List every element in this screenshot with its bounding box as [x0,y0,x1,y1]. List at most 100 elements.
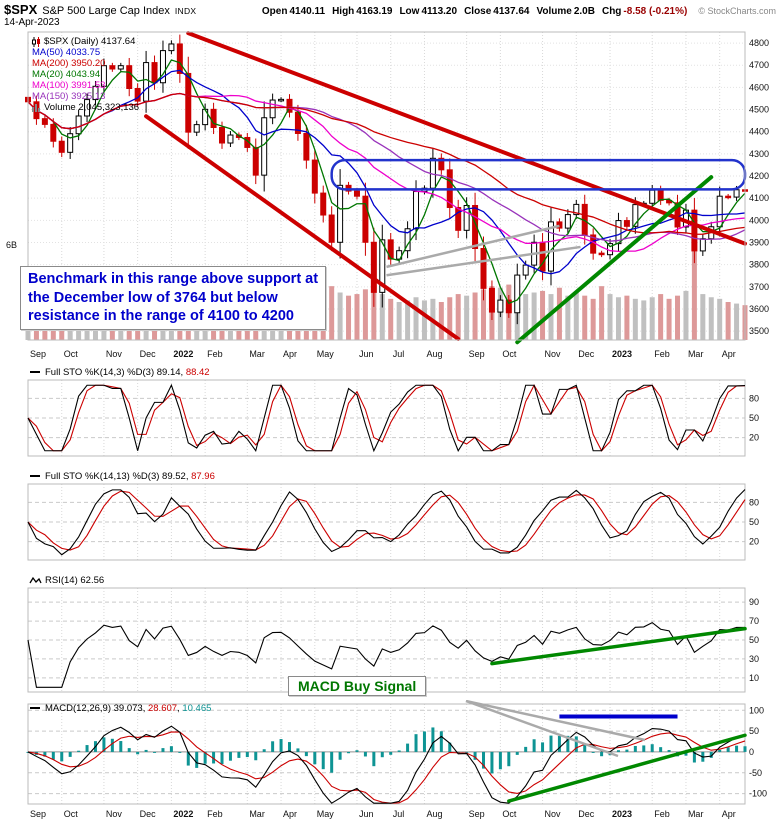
svg-text:4300: 4300 [749,149,769,159]
svg-text:Aug: Aug [426,349,442,359]
plot-border [27,31,746,341]
legend-ma-row: MA(20) 4043.94 [32,69,101,80]
price-axis-labels: 4800 4700 4600 4500 4400 4300 4200 4100 4000 3900… [749,38,769,336]
svg-text:Full STO %K(14,3) %D(3) 89.14,: Full STO %K(14,3) %D(3) 89.14, 88.42 [45,367,210,378]
stochastic-slow-panel: 80 50 20 Full STO %K(14,13) %D(3) 89.52, 87… [27,471,759,561]
svg-text:Full STO %K(14,13) %D(3) 89.52: Full STO %K(14,13) %D(3) 89.52, 87.96 [45,471,215,482]
svg-text:90: 90 [749,597,759,607]
panel-legend: RSI(14) 62.56 [29,575,104,586]
svg-text:4800: 4800 [749,38,769,48]
copyright-label: © StockCharts.com [698,6,776,16]
quote-item: Open 4140.11 [261,6,326,17]
svg-text:MACD(12,26,9) 39.073, 28.607,: MACD(12,26,9) 39.073, 28.607, 10.465 [45,703,211,714]
svg-text:50: 50 [749,517,759,527]
svg-text:Oct: Oct [64,349,79,359]
svg-text:Dec: Dec [578,809,595,819]
quote-item: High 4163.19 [332,6,393,17]
legend-symbol-row: $SPX (Daily) 4137.64 [32,36,139,47]
svg-text:2023: 2023 [612,809,632,819]
macd-callout-lines [465,700,646,758]
upper-downtrend-channel [186,31,747,246]
svg-text:RSI(14) 62.56: RSI(14) 62.56 [45,575,104,586]
svg-text:May: May [317,349,335,359]
macd-buy-signal-annotation: MACD Buy Signal [288,676,427,696]
moving-average-lines [27,59,746,304]
panel-border [27,703,746,805]
svg-text:Jul: Jul [393,349,405,359]
svg-text:-100: -100 [749,789,767,799]
panel-legend: Full STO %K(14,13) %D(3) 89.52, 87.96 [30,471,215,482]
svg-text:Feb: Feb [654,349,670,359]
volume-bars-icon [32,104,40,112]
quote-item: Volume 2.0B [536,6,595,17]
sto-d-line [27,490,746,553]
svg-text:Oct: Oct [502,349,517,359]
month-gridlines [27,484,721,560]
svg-text:Sep: Sep [30,809,46,819]
uptrend-from-october-low [515,175,714,345]
svg-text:80: 80 [749,393,759,403]
svg-text:Oct: Oct [502,809,517,819]
x-axis-labels-top: Sep Oct Nov Dec 2022 Feb Mar Apr May Jun Jul Aug Sep… [30,349,736,359]
quote-item: Chg -8.58 (-0.21%) [601,6,688,17]
svg-text:Sep: Sep [469,809,485,819]
svg-text:Jul: Jul [393,809,405,819]
svg-text:Apr: Apr [283,349,297,359]
svg-text:4700: 4700 [749,60,769,70]
svg-text:20: 20 [749,537,759,547]
rsi-uptrend-line [490,626,747,666]
svg-text:Apr: Apr [722,349,736,359]
panel-threshold-lines: 80 50 20 [28,497,759,547]
svg-text:-50: -50 [749,768,762,778]
svg-text:Apr: Apr [283,809,297,819]
svg-text:Nov: Nov [545,349,562,359]
svg-text:3900: 3900 [749,238,769,248]
legend-volume-row: Volume 2,045,323,136 [32,102,139,113]
svg-text:Feb: Feb [654,809,670,819]
macd-panel: 100 50 0 -50 -100 MACD(12,26,9) 39.073, 28.60… [26,700,767,805]
index-name-label: S&P 500 Large Cap Index [42,5,170,17]
legend-ma-row: MA(200) 3950.20 [32,58,106,69]
annotation-line-3: resistance in the range of 4100 to 4200 [28,308,294,325]
macd-uptrend-line [507,733,747,803]
stochastic-fast-panel: 80 50 20 Full STO %K(14,3) %D(3) 89.14, 88.… [27,367,759,457]
svg-text:0: 0 [749,747,754,757]
x-axis-labels-bottom: Sep Oct Nov Dec 2022 Feb Mar Apr May Jun Jul Aug Sep… [30,809,736,819]
sto-d-line [27,384,746,452]
svg-text:50: 50 [749,413,759,423]
svg-text:10: 10 [749,673,759,683]
svg-text:Dec: Dec [140,809,157,819]
svg-text:Nov: Nov [106,809,123,819]
svg-text:May: May [317,809,335,819]
annotation-line-1: Benchmark in this range above support at [28,271,319,287]
header-title-row: $SPX S&P 500 Large Cap Index INDX Open 41… [4,2,776,17]
symbol-label: $SPX [4,2,38,17]
svg-text:Feb: Feb [207,809,223,819]
svg-text:Apr: Apr [722,809,736,819]
svg-text:4400: 4400 [749,127,769,137]
svg-text:Dec: Dec [140,349,157,359]
svg-text:3800: 3800 [749,260,769,270]
svg-text:Jun: Jun [359,349,374,359]
legend-volume-label: Volume 2,045,323,136 [44,102,140,113]
main-price-chart: 4800 4700 4600 4500 4400 4300 4200 4100 4000 3900… [0,28,780,346]
exchange-label: INDX [174,6,197,16]
legend-ma-row: MA(150) 3925.13 [32,91,106,102]
annotation-line-2: the December low of 3764 but below [28,289,278,306]
svg-text:50: 50 [749,726,759,736]
svg-text:70: 70 [749,616,759,626]
svg-text:4000: 4000 [749,215,769,225]
candlestick-icon [32,36,40,47]
svg-text:3600: 3600 [749,304,769,314]
svg-text:Mar: Mar [249,809,265,819]
svg-text:20: 20 [749,433,759,443]
legend-ma-row: MA(50) 4033.75 [32,47,101,58]
sto-k-line [27,383,746,453]
panel-legend: Full STO %K(14,3) %D(3) 89.14, 88.42 [30,367,210,378]
svg-text:Mar: Mar [688,349,704,359]
panel-legend: MACD(12,26,9) 39.073, 28.607, 10.465 [30,703,211,714]
svg-text:Sep: Sep [469,349,485,359]
svg-text:30: 30 [749,654,759,664]
svg-text:Jun: Jun [359,809,374,819]
